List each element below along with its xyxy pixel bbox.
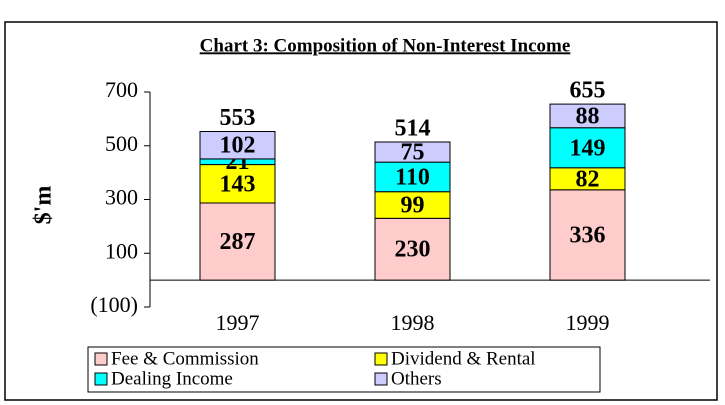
data-label: 99: [401, 193, 425, 219]
data-label: 149: [570, 135, 606, 161]
legend-label: Dealing Income: [111, 368, 233, 389]
y-tick-label: 500: [105, 131, 138, 156]
x-tick-label: 1997: [216, 310, 260, 335]
x-tick-label: 1998: [391, 310, 435, 335]
data-label: 82: [576, 166, 600, 192]
bar-segment: [374, 141, 451, 163]
x-tick-label: 1999: [566, 310, 610, 335]
data-label: 287: [220, 229, 256, 255]
y-tick-label: (100): [90, 292, 138, 317]
bar-segment: [199, 164, 276, 204]
y-tick-label: 100: [105, 238, 138, 263]
data-label: 143: [220, 171, 256, 197]
legend-label: Fee & Commission: [111, 348, 259, 369]
legend-label: Others: [391, 368, 442, 389]
data-label: 75: [401, 140, 425, 166]
bar-segment: [374, 161, 451, 193]
data-label: 88: [576, 103, 600, 129]
total-label: 553: [220, 105, 256, 131]
legend-label: Dividend & Rental: [391, 348, 536, 369]
total-label: 514: [395, 115, 431, 141]
legend-swatch: [374, 372, 388, 386]
legend-swatch: [94, 352, 108, 366]
y-tick-label: 300: [105, 185, 138, 210]
y-axis-label: $'m: [31, 186, 57, 225]
data-label: 336: [570, 222, 606, 248]
chart-title: Chart 3: Composition of Non-Interest Inc…: [200, 35, 571, 56]
bar-segment: [549, 103, 626, 129]
bar-segment: [199, 202, 276, 281]
legend-swatch: [94, 372, 108, 386]
data-label: 230: [395, 237, 431, 263]
bar-segment: [374, 217, 451, 281]
y-tick-label: 700: [105, 77, 138, 102]
legend-swatch: [374, 352, 388, 366]
bar-segment: [549, 127, 626, 169]
bar-segment: [199, 131, 276, 160]
legend: [87, 346, 601, 393]
total-label: 655: [570, 78, 606, 104]
data-label: 110: [395, 164, 430, 190]
data-label: 102: [220, 133, 256, 159]
